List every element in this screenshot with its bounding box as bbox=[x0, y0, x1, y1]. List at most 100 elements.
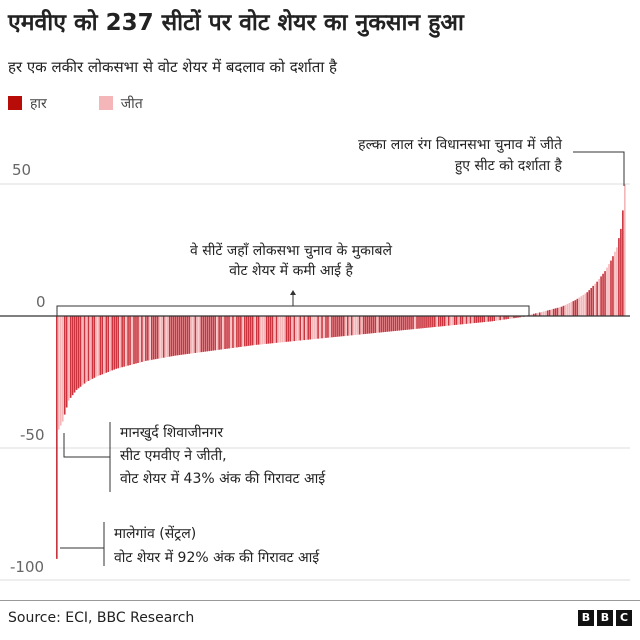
bar bbox=[572, 301, 575, 316]
bar bbox=[493, 316, 496, 321]
light-red-annotation-line2: हुए सीट को दर्शाता है bbox=[455, 157, 563, 175]
bar bbox=[176, 316, 179, 356]
bar bbox=[218, 316, 220, 350]
bar bbox=[321, 316, 323, 339]
bar bbox=[422, 316, 424, 329]
bar bbox=[408, 316, 410, 330]
bar bbox=[73, 316, 76, 393]
bar bbox=[265, 316, 268, 344]
bar bbox=[339, 316, 341, 337]
bar bbox=[430, 316, 432, 328]
bar bbox=[253, 316, 256, 346]
bar bbox=[424, 316, 426, 329]
y-tick-50: 50 bbox=[12, 161, 31, 179]
bar bbox=[439, 316, 442, 327]
bar bbox=[497, 316, 499, 321]
bar bbox=[255, 316, 258, 345]
bar bbox=[305, 316, 308, 340]
bar bbox=[279, 316, 282, 343]
bar bbox=[208, 316, 211, 352]
bar bbox=[113, 316, 116, 370]
bar bbox=[56, 316, 58, 559]
bar bbox=[529, 314, 531, 316]
bar bbox=[434, 316, 436, 328]
bar bbox=[117, 316, 119, 369]
bar bbox=[188, 316, 191, 354]
legend: हार जीत bbox=[8, 92, 195, 114]
bar bbox=[582, 294, 585, 316]
bar bbox=[346, 316, 349, 336]
bar bbox=[410, 316, 412, 330]
bar bbox=[109, 316, 112, 372]
bar bbox=[194, 316, 197, 353]
legend-swatch-win bbox=[98, 96, 113, 110]
bar bbox=[85, 316, 88, 382]
bar bbox=[432, 316, 434, 328]
bar bbox=[449, 316, 452, 326]
bar bbox=[299, 316, 302, 341]
vote-share-change-chart: 50 0 -50 -100 वे सीटें जहाँ लोकसभा चुनाव… bbox=[0, 136, 630, 581]
bar bbox=[380, 316, 383, 333]
bar bbox=[333, 316, 335, 338]
bar bbox=[566, 303, 569, 316]
bar bbox=[538, 312, 541, 316]
bar bbox=[584, 293, 587, 316]
bar bbox=[147, 316, 149, 361]
bbc-logo: B B C bbox=[575, 610, 632, 626]
bar bbox=[558, 307, 561, 316]
bar bbox=[151, 316, 153, 360]
bar bbox=[313, 316, 315, 340]
bar bbox=[602, 273, 604, 316]
bar bbox=[485, 316, 488, 322]
bar bbox=[509, 316, 511, 319]
bar bbox=[105, 316, 108, 373]
bar bbox=[622, 210, 624, 316]
bar bbox=[366, 316, 369, 334]
bar bbox=[115, 316, 118, 369]
bar bbox=[206, 316, 209, 352]
bar bbox=[178, 316, 181, 356]
bar bbox=[414, 316, 416, 329]
bar bbox=[107, 316, 110, 372]
bar bbox=[404, 316, 406, 330]
bar bbox=[536, 312, 539, 316]
bar bbox=[481, 316, 484, 323]
bar bbox=[445, 316, 448, 326]
bar bbox=[576, 298, 579, 316]
legend-item-loss: हार bbox=[8, 94, 47, 113]
bar bbox=[295, 316, 298, 341]
bar bbox=[574, 300, 577, 316]
bar bbox=[315, 316, 317, 339]
bar bbox=[168, 316, 171, 357]
bar bbox=[242, 316, 244, 347]
bar bbox=[586, 292, 589, 316]
bar bbox=[451, 316, 454, 326]
legend-label-win: जीत bbox=[120, 95, 143, 112]
bar bbox=[329, 316, 331, 338]
bar bbox=[394, 316, 397, 331]
bar bbox=[141, 316, 143, 362]
bar bbox=[277, 316, 280, 343]
bar bbox=[501, 316, 503, 320]
bar bbox=[81, 316, 84, 386]
bars bbox=[0, 184, 630, 559]
bar bbox=[269, 316, 272, 344]
bar bbox=[534, 313, 537, 316]
bar bbox=[180, 316, 183, 355]
decline-bracket bbox=[56, 294, 530, 316]
bar bbox=[406, 316, 408, 330]
bar bbox=[459, 316, 462, 325]
bar bbox=[467, 316, 470, 324]
bar bbox=[378, 316, 381, 333]
bar bbox=[71, 316, 74, 396]
bar bbox=[101, 316, 104, 375]
bar bbox=[234, 316, 236, 348]
bar bbox=[606, 267, 608, 316]
bar bbox=[386, 316, 389, 332]
bar bbox=[57, 316, 60, 430]
bar bbox=[238, 316, 240, 348]
bar bbox=[505, 316, 507, 320]
bar bbox=[461, 316, 464, 325]
bar bbox=[275, 316, 278, 343]
bar bbox=[97, 316, 100, 376]
